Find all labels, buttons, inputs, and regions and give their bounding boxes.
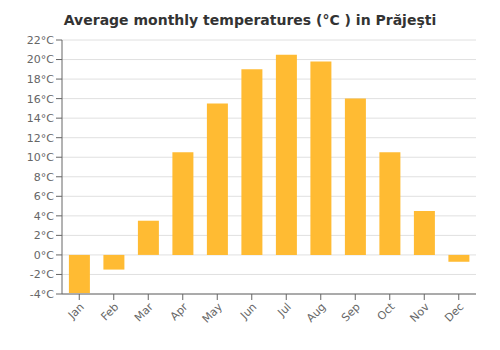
svg-text:Aug: Aug <box>304 300 328 324</box>
svg-text:10°C: 10°C <box>27 151 54 164</box>
svg-text:8°C: 8°C <box>34 171 54 184</box>
svg-text:20°C: 20°C <box>27 53 54 66</box>
svg-text:12°C: 12°C <box>27 132 54 145</box>
svg-text:-4°C: -4°C <box>30 288 54 301</box>
svg-text:16°C: 16°C <box>27 93 54 106</box>
svg-text:Feb: Feb <box>98 300 121 323</box>
svg-text:18°C: 18°C <box>27 73 54 86</box>
svg-text:Dec: Dec <box>442 300 466 324</box>
svg-text:Sep: Sep <box>339 300 363 324</box>
svg-text:6°C: 6°C <box>34 190 54 203</box>
svg-text:Jul: Jul <box>275 300 294 319</box>
svg-text:Oct: Oct <box>375 300 398 323</box>
svg-text:4°C: 4°C <box>34 210 54 223</box>
html-text:Average monthly temperatures (: Average monthly temperatures (°C ) in Pr… <box>63 12 437 28</box>
svg-text:Apr: Apr <box>168 300 191 323</box>
svg-text:14°C: 14°C <box>27 112 54 125</box>
svg-text:-2°C: -2°C <box>30 268 54 281</box>
svg-text:0°C: 0°C <box>34 249 54 262</box>
svg-text:2°C: 2°C <box>34 229 54 242</box>
svg-text:May: May <box>200 300 226 326</box>
svg-text:22°C: 22°C <box>27 34 54 47</box>
svg-text:Mar: Mar <box>132 300 156 324</box>
svg-text:Nov: Nov <box>408 300 433 325</box>
svg-text:Jun: Jun <box>237 300 259 322</box>
svg-text:Jan: Jan <box>65 300 87 322</box>
